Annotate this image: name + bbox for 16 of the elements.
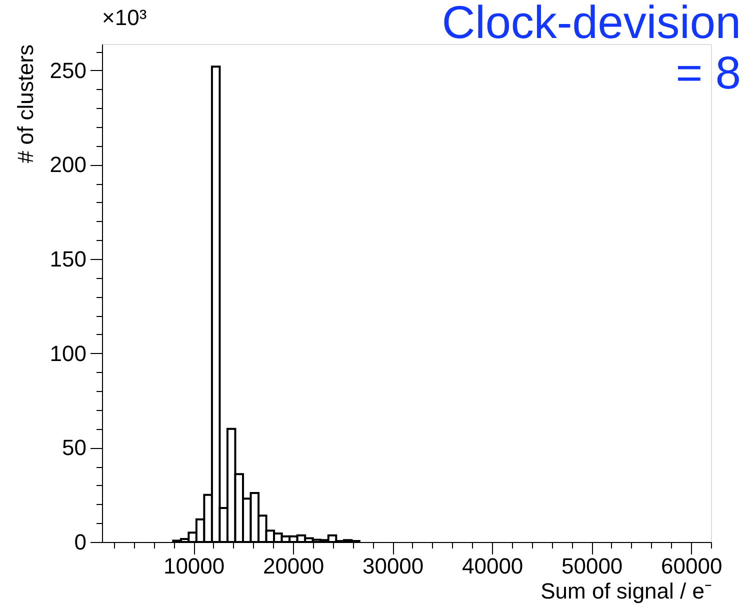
y-tick-label: 150 (50, 246, 86, 272)
x-tick-label: 20000 (262, 554, 324, 578)
x-tick-label: 40000 (462, 554, 524, 578)
y-tick-label: 0 (74, 530, 86, 554)
x-axis-title: Sum of signal / e⁻ (540, 578, 712, 604)
y-tick-label: 100 (50, 340, 86, 366)
annotation: Clock-devision = 8 (442, 0, 741, 99)
y-tick-label: 250 (50, 58, 86, 83)
y-tick-label: 200 (50, 152, 86, 178)
x-tick-label: 60000 (661, 554, 722, 578)
x-tick-label: 30000 (362, 554, 424, 578)
text: ×10³ (102, 5, 147, 30)
y-axis-title: # of clusters (12, 44, 38, 164)
x-tick-label: 50000 (561, 554, 623, 578)
y-tick-label: 50 (62, 435, 86, 460)
x-tick-label: 10000 (163, 554, 225, 578)
